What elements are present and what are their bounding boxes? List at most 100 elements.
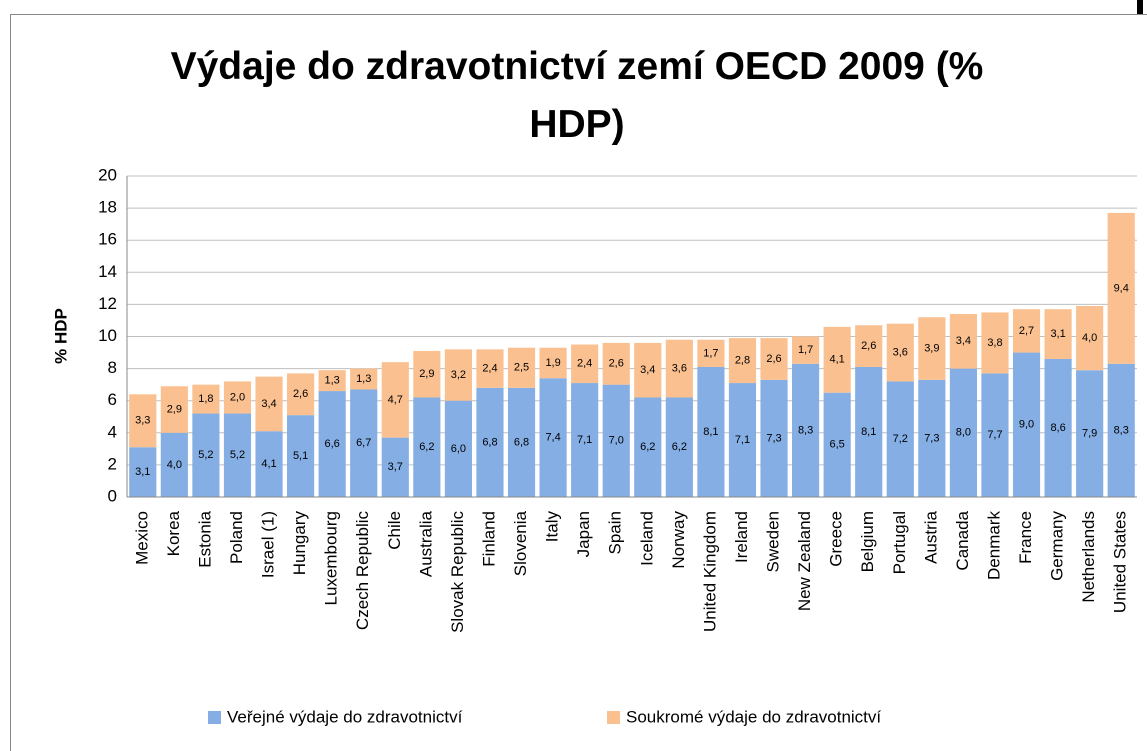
value-label: 3,8 (987, 337, 1002, 349)
value-label: 8,6 (1050, 422, 1065, 434)
value-label: 2,9 (419, 368, 434, 380)
value-label: 6,5 (830, 439, 845, 451)
y-tick-label: 14 (98, 262, 117, 281)
value-label: 2,4 (482, 363, 497, 375)
value-label: 6,2 (672, 441, 687, 453)
bar-segment (507, 347, 536, 388)
bar-segment (413, 350, 441, 398)
bar-segment (855, 366, 883, 497)
value-label: 3,4 (261, 398, 276, 410)
value-label: 1,3 (356, 373, 371, 385)
value-label: 2,4 (577, 358, 592, 370)
value-label: 6,2 (640, 441, 655, 453)
value-label: 7,1 (735, 434, 750, 446)
x-tick-label: Norway (669, 511, 688, 569)
value-label: 2,6 (609, 358, 624, 370)
bar-segment (949, 314, 977, 369)
x-tick-label: Portugal (890, 511, 909, 574)
y-tick-label: 18 (98, 198, 117, 217)
bar-segment (539, 378, 567, 497)
y-tick-label: 10 (98, 326, 117, 345)
bar-segment (1076, 370, 1104, 497)
x-tick-label: Finland (479, 511, 498, 567)
x-tick-label: Canada (953, 510, 972, 570)
bar-segment (697, 366, 725, 497)
bar-segment (223, 381, 252, 414)
x-tick-label: France (1016, 511, 1035, 564)
bar-segment (255, 431, 283, 497)
legend-label: Soukromé výdaje do zdravotnictví (626, 707, 881, 726)
value-label: 2,5 (514, 362, 529, 374)
value-label: 3,2 (451, 369, 466, 381)
value-label: 2,6 (293, 388, 308, 400)
x-tick-label: Denmark (984, 511, 1003, 580)
value-label: 3,4 (956, 335, 971, 347)
value-label: 5,2 (198, 449, 213, 461)
bar-segment (634, 397, 662, 497)
bar-segment (1044, 309, 1072, 359)
bar-segment (1012, 309, 1041, 353)
bar-segment (223, 413, 252, 497)
bar-segment (287, 415, 315, 497)
value-label: 6,8 (514, 436, 529, 448)
x-tick-label: Poland (227, 511, 246, 564)
bar-segment (792, 363, 820, 497)
bar-segment (160, 386, 188, 433)
value-label: 7,2 (893, 433, 908, 445)
value-label: 3,1 (135, 466, 150, 478)
value-label: 6,6 (325, 438, 340, 450)
x-tick-label: Spain (606, 511, 625, 554)
x-tick-label: Estonia (195, 510, 214, 567)
bar-segment (918, 379, 946, 497)
bar-segment (855, 325, 883, 367)
x-tick-label: Italy (543, 511, 562, 543)
value-label: 2,8 (735, 354, 750, 366)
value-label: 3,7 (388, 461, 403, 473)
value-label: 8,0 (956, 427, 971, 439)
value-label: 3,4 (640, 364, 655, 376)
bar-segment (760, 379, 788, 497)
bar-segment (949, 368, 977, 497)
value-label: 3,6 (672, 363, 687, 375)
bar-segment (1107, 363, 1135, 497)
x-tick-label: Australia (416, 510, 435, 577)
bar-segment (760, 338, 788, 380)
bar-segment (728, 338, 757, 384)
chart-frame (10, 14, 1147, 751)
value-label: 4,7 (388, 394, 403, 406)
x-tick-label: Sweden (764, 511, 783, 572)
bar-segment (571, 383, 599, 497)
x-tick-label: Ireland (732, 511, 751, 563)
value-label: 1,8 (198, 393, 213, 405)
bar-segment (381, 362, 409, 438)
value-label: 2,7 (1019, 325, 1034, 337)
value-label: 7,3 (766, 432, 781, 444)
value-label: 7,3 (924, 432, 939, 444)
x-tick-label: Czech Republic (353, 511, 372, 631)
bar-segment (318, 370, 346, 392)
bar-segment (571, 344, 599, 384)
bar-segment (476, 387, 504, 497)
x-tick-label: Slovenia (511, 510, 530, 576)
value-label: 4,1 (261, 458, 276, 470)
x-tick-label: Netherlands (1079, 511, 1098, 603)
x-tick-label: Iceland (637, 511, 656, 566)
value-label: 6,0 (451, 443, 466, 455)
bar-segment (1107, 212, 1135, 364)
bar-segment (634, 342, 662, 398)
y-tick-label: 12 (98, 294, 117, 313)
x-tick-label: Slovak Republic (448, 511, 467, 633)
y-tick-label: 16 (98, 230, 117, 249)
legend-label: Veřejné výdaje do zdravotnictví (227, 707, 463, 726)
x-tick-label: New Zealand (795, 511, 814, 611)
value-label: 1,7 (703, 347, 718, 359)
x-tick-label: United Kingdom (700, 511, 719, 632)
y-tick-label: 8 (108, 358, 117, 377)
bar-segment (823, 392, 851, 497)
bar-segment (539, 347, 567, 379)
value-label: 7,4 (545, 432, 560, 444)
value-label: 5,1 (293, 450, 308, 462)
bar-segment (476, 349, 504, 388)
y-tick-label: 4 (108, 422, 117, 441)
value-label: 9,4 (1114, 282, 1129, 294)
